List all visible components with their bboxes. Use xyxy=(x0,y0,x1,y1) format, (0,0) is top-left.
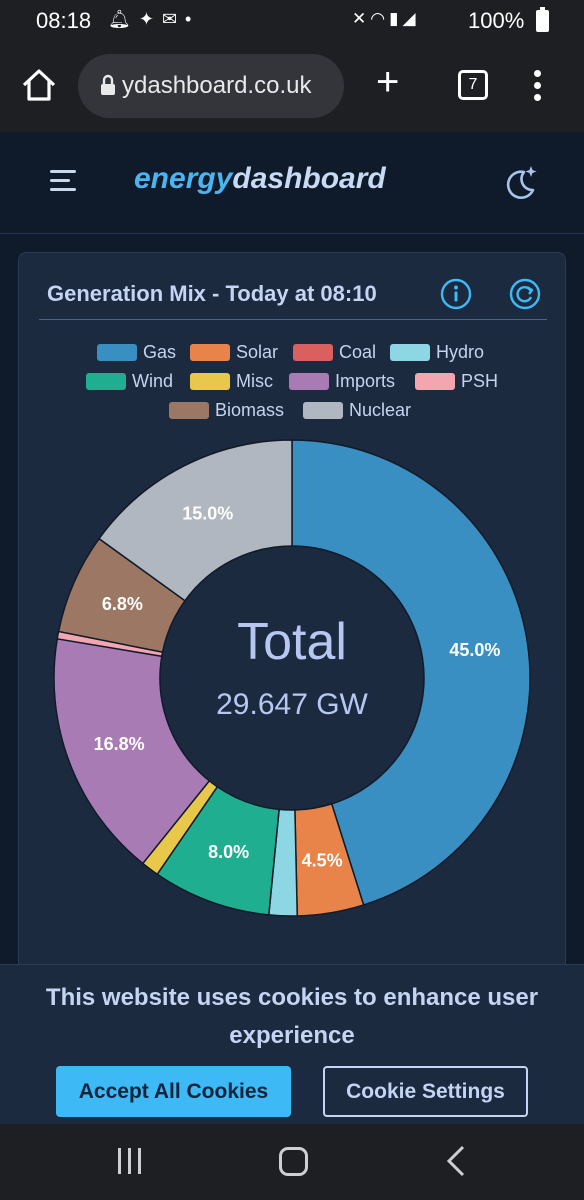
logo-part-energy: energy xyxy=(134,162,233,195)
nav-home-icon[interactable] xyxy=(279,1147,308,1176)
legend-label: Gas xyxy=(143,342,177,362)
status-bar: 08:18 🔔︎✦✉• ✕◠▮◢ 100% xyxy=(0,0,584,42)
hamburger-line xyxy=(50,170,76,173)
menu-dot xyxy=(534,70,541,77)
system-icons: ✕◠▮◢ xyxy=(352,9,420,29)
legend-label: Misc xyxy=(236,371,273,391)
legend-swatch xyxy=(190,344,230,361)
tab-switcher-button[interactable]: 7 xyxy=(458,70,488,100)
menu-dot xyxy=(534,94,541,101)
card-title: Generation Mix - Today at 08:10 xyxy=(47,281,377,306)
slice-label-nuclear: 15.0% xyxy=(182,503,233,523)
donut-slice-nuclear[interactable] xyxy=(98,439,293,602)
dark-mode-moon-icon[interactable] xyxy=(500,162,540,202)
status-time: 08:18 xyxy=(36,8,92,33)
donut-slice-gas[interactable] xyxy=(291,439,531,906)
recents-bar xyxy=(138,1148,141,1174)
new-tab-button[interactable]: + xyxy=(376,60,400,104)
logo-part-dashboard: dashboard xyxy=(232,162,386,195)
generation-donut-chart: 45.0% 4.5% 8.0% 16.8% 6.8% 15.0% xyxy=(53,439,531,917)
hamburger-menu-icon[interactable] xyxy=(50,170,76,192)
dot-icon: • xyxy=(185,9,200,29)
wifi-icon: ◠ xyxy=(370,9,390,28)
url-text: ydashboard.co.uk xyxy=(122,72,312,99)
notification-icons: 🔔︎✦✉• xyxy=(108,9,199,30)
hamburger-line xyxy=(50,179,70,182)
slice-label-biomass: 6.8% xyxy=(102,594,143,614)
legend-swatch xyxy=(190,373,230,390)
recents-bar xyxy=(128,1148,131,1174)
battery-icon xyxy=(536,7,549,32)
legend-swatch xyxy=(97,344,137,361)
legend-swatch xyxy=(293,344,333,361)
title-divider xyxy=(39,319,547,320)
lock-icon xyxy=(101,74,115,95)
menu-dot xyxy=(534,82,541,89)
cookie-message: This website uses cookies to enhance use… xyxy=(45,984,539,1049)
hamburger-line xyxy=(50,188,76,191)
battery-percent: 100% xyxy=(468,8,525,33)
cookie-banner: This website uses cookies to enhance use… xyxy=(0,964,584,1124)
recent-apps-icon[interactable] xyxy=(116,1148,144,1174)
signal-icon: ◢ xyxy=(402,9,420,28)
legend-swatch xyxy=(289,373,329,390)
legend-label: Solar xyxy=(236,342,279,362)
donut-slice-imports[interactable] xyxy=(53,637,211,865)
legend-label: Biomass xyxy=(215,400,285,420)
legend-swatch xyxy=(303,402,343,419)
home-icon[interactable] xyxy=(20,66,58,104)
legend-swatch xyxy=(415,373,455,390)
volte-icon: ▮ xyxy=(389,9,403,28)
recents-bar xyxy=(118,1148,121,1174)
legend-label: Imports xyxy=(335,371,396,391)
slice-label-solar: 4.5% xyxy=(302,851,343,871)
legend-swatch xyxy=(86,373,126,390)
legend-swatch xyxy=(390,344,430,361)
donut-center-value: 29.647 GW xyxy=(216,688,368,721)
slice-label-imports: 16.8% xyxy=(94,734,145,754)
address-bar[interactable]: ydashboard.co.uk xyxy=(78,54,344,118)
legend-swatch xyxy=(169,402,209,419)
slice-label-wind: 8.0% xyxy=(208,842,249,862)
site-logo[interactable]: energydashboard xyxy=(134,162,386,196)
info-icon[interactable] xyxy=(440,278,472,310)
system-nav-bar xyxy=(0,1124,584,1200)
bell-icon: 🔔︎ xyxy=(108,9,139,29)
refresh-icon[interactable] xyxy=(509,278,541,310)
legend-label: Nuclear xyxy=(349,400,412,420)
slice-label-gas: 45.0% xyxy=(449,640,500,660)
legend-label: Coal xyxy=(339,342,377,362)
donut-hole xyxy=(161,547,423,809)
mute-icon: ✕ xyxy=(352,9,371,28)
donut-center-label: Total xyxy=(237,613,347,671)
cookie-settings-button[interactable]: Cookie Settings xyxy=(323,1066,528,1117)
site-header: energydashboard xyxy=(0,132,584,234)
accept-all-cookies-button[interactable]: Accept All Cookies xyxy=(56,1066,291,1117)
legend-label: Wind xyxy=(132,371,174,391)
back-icon[interactable] xyxy=(444,1144,468,1178)
browser-menu-button[interactable] xyxy=(528,70,548,102)
mail-icon: ✉ xyxy=(161,9,186,29)
legend-label: Hydro xyxy=(436,342,485,362)
browser-toolbar: ydashboard.co.uk + 7 xyxy=(0,42,584,132)
twitter-icon: ✦ xyxy=(138,9,162,29)
legend-label: PSH xyxy=(461,371,499,391)
